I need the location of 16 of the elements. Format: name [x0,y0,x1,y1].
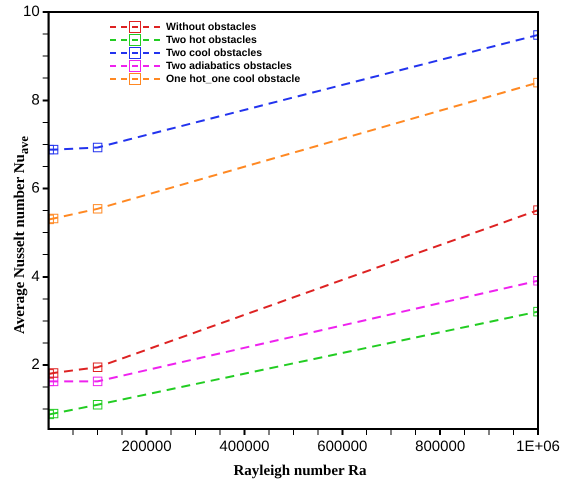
y-tick-label: 6 [31,180,40,197]
x-tick-label: 800000 [415,438,466,456]
legend-label: Two hot obstacles [166,34,257,46]
legend-label: Two adiabatics obstacles [166,60,292,72]
x-axis-title: Rayleigh number Ra [232,463,368,480]
legend-label: One hot_one cool obstacle [166,72,300,84]
legend-label: Two cool obstacles [166,46,262,58]
x-tick-label: 400000 [219,438,270,456]
x-tick-label: 200000 [122,438,172,456]
y-tick-label: 8 [31,91,40,108]
y-tick-label: 10 [22,3,40,20]
y-tick-label: 4 [31,268,40,285]
legend-label: Without obstacles [166,20,256,32]
y-tick-label: 2 [31,356,40,374]
x-tick-label: 600000 [317,438,368,456]
x-tick-label: 1E+06 [516,438,560,456]
